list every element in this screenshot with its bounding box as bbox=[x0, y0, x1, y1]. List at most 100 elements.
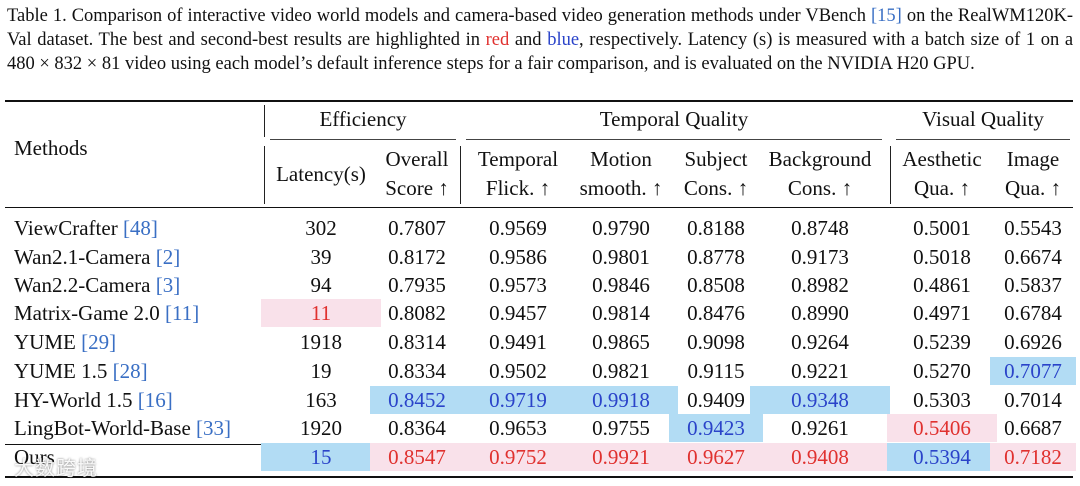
table-cell: 0.9098 bbox=[687, 330, 745, 354]
table-cell: 0.9814 bbox=[592, 301, 650, 325]
column-header-line1: Temporal bbox=[477, 147, 559, 171]
visual-underline bbox=[896, 139, 1070, 140]
methods-separator-lower bbox=[264, 146, 265, 204]
table-cell: 94 bbox=[310, 273, 332, 297]
table-cell: 0.8364 bbox=[388, 416, 446, 440]
table-cell: 0.9115 bbox=[687, 359, 745, 383]
methods-header: Methods bbox=[14, 136, 88, 160]
method-citation[interactable]: [29] bbox=[81, 330, 117, 354]
table-cell: 0.9821 bbox=[592, 359, 650, 383]
table-cell: 0.5543 bbox=[1004, 216, 1062, 240]
table-cell: 11 bbox=[261, 299, 381, 327]
table-cell: 0.8172 bbox=[388, 245, 446, 269]
method-citation[interactable]: [16] bbox=[137, 388, 173, 412]
table-cell: 0.8982 bbox=[791, 273, 849, 297]
table-cell: 0.8990 bbox=[791, 301, 849, 325]
method-name: YUME 1.5 [28] bbox=[14, 357, 148, 385]
table-cell: 0.9261 bbox=[791, 416, 849, 440]
method-label: ViewCrafter bbox=[14, 216, 118, 240]
column-header-line2: smooth. ↑ bbox=[579, 176, 663, 200]
method-label: LingBot-World-Base bbox=[14, 416, 191, 440]
method-citation[interactable]: [3] bbox=[155, 273, 181, 297]
table-cell: 0.9457 bbox=[489, 301, 547, 325]
caption-text-3: , respectively. Latency (s) is measured … bbox=[7, 30, 1074, 74]
method-citation[interactable]: [33] bbox=[196, 416, 232, 440]
column-header-line2: Score ↑ bbox=[385, 176, 449, 200]
efficiency-separator bbox=[460, 146, 461, 204]
table-cell: 0.5406 bbox=[887, 414, 997, 442]
method-name: ViewCrafter [48] bbox=[14, 214, 158, 242]
method-label: HY-World 1.5 bbox=[14, 388, 133, 412]
table-cell: 0.7935 bbox=[388, 273, 446, 297]
method-label: Matrix-Game 2.0 bbox=[14, 301, 160, 325]
table-cell: 0.5001 bbox=[913, 216, 971, 240]
method-name: Wan2.1-Camera [2] bbox=[14, 243, 180, 271]
method-name: LingBot-World-Base [33] bbox=[14, 414, 231, 442]
table-cell: 1920 bbox=[300, 416, 342, 440]
table-cell: 0.6687 bbox=[1004, 416, 1062, 440]
table-cell: 0.5239 bbox=[913, 330, 971, 354]
table-cell: 0.9921 bbox=[564, 443, 678, 471]
header-bottom-rule bbox=[5, 207, 1073, 208]
column-header-line2: Qua. ↑ bbox=[914, 176, 970, 200]
table-cell: 0.8508 bbox=[687, 273, 745, 297]
column-header-line1: Background bbox=[768, 147, 872, 171]
temporal-underline bbox=[466, 139, 882, 140]
table-cell: 0.7807 bbox=[388, 216, 446, 240]
table-cell: 0.9719 bbox=[463, 386, 573, 414]
table-cell: 0.9846 bbox=[592, 273, 650, 297]
method-citation[interactable]: [28] bbox=[112, 359, 148, 383]
column-header-line2: Cons. ↑ bbox=[683, 176, 749, 200]
method-citation[interactable]: [11] bbox=[165, 301, 200, 325]
table-cell: 0.6784 bbox=[1004, 301, 1062, 325]
method-label: YUME 1.5 bbox=[14, 359, 108, 383]
table-cell: 0.9221 bbox=[791, 359, 849, 383]
caption-blue-word: blue bbox=[547, 30, 580, 50]
table-cell: 0.9502 bbox=[489, 359, 547, 383]
method-name: Ours bbox=[14, 443, 55, 471]
method-name: HY-World 1.5 [16] bbox=[14, 386, 173, 414]
table-cell: 0.9423 bbox=[669, 414, 763, 442]
table-cell: 0.7182 bbox=[990, 443, 1076, 471]
table-cell: 0.9653 bbox=[489, 416, 547, 440]
table-cell: 0.6674 bbox=[1004, 245, 1062, 269]
table-cell: 163 bbox=[305, 388, 337, 412]
table-cell: 0.5270 bbox=[913, 359, 971, 383]
table-cell: 0.9264 bbox=[791, 330, 849, 354]
caption-cite[interactable]: [15] bbox=[870, 6, 902, 26]
efficiency-group-header: Efficiency bbox=[319, 107, 407, 131]
method-name: Wan2.2-Camera [3] bbox=[14, 271, 180, 299]
method-name: Matrix-Game 2.0 [11] bbox=[14, 299, 199, 327]
column-header-line2: Flick. ↑ bbox=[485, 176, 551, 200]
table-cell: 0.9173 bbox=[791, 245, 849, 269]
caption-text-1: Comparison of interactive video world mo… bbox=[71, 6, 866, 26]
method-citation[interactable]: [2] bbox=[155, 245, 181, 269]
column-header-line1: Overall bbox=[385, 147, 449, 171]
table-cell: 0.9865 bbox=[592, 330, 650, 354]
method-label: YUME bbox=[14, 330, 76, 354]
caption-red-word: red bbox=[485, 30, 510, 50]
table-cell: 1918 bbox=[300, 330, 342, 354]
table-cell: 0.8314 bbox=[388, 330, 446, 354]
table-cell: 0.7014 bbox=[1004, 388, 1062, 412]
column-header: Latency(s) bbox=[276, 162, 366, 186]
table-cell: 0.9409 bbox=[687, 388, 745, 412]
table-cell: 0.8476 bbox=[687, 301, 745, 325]
methods-separator bbox=[264, 105, 265, 137]
efficiency-underline bbox=[270, 139, 456, 140]
method-label: Wan2.1-Camera bbox=[14, 245, 151, 269]
column-header-line1: Motion bbox=[590, 147, 652, 171]
table-cell: 0.9408 bbox=[750, 443, 890, 471]
method-name: YUME [29] bbox=[14, 328, 116, 356]
table-cell: 302 bbox=[305, 216, 337, 240]
table-cell: 0.9752 bbox=[463, 443, 573, 471]
column-header-line1: Image bbox=[1006, 147, 1060, 171]
table-cell: 0.9918 bbox=[564, 386, 678, 414]
table-cell: 0.9569 bbox=[489, 216, 547, 240]
table-cell: 0.8082 bbox=[388, 301, 446, 325]
table-cell: 15 bbox=[261, 443, 381, 471]
table-caption: Table 1. Comparison of interactive video… bbox=[7, 4, 1073, 76]
method-citation[interactable]: [48] bbox=[122, 216, 158, 240]
table-cell: 0.9790 bbox=[592, 216, 650, 240]
table-cell: 39 bbox=[310, 245, 332, 269]
